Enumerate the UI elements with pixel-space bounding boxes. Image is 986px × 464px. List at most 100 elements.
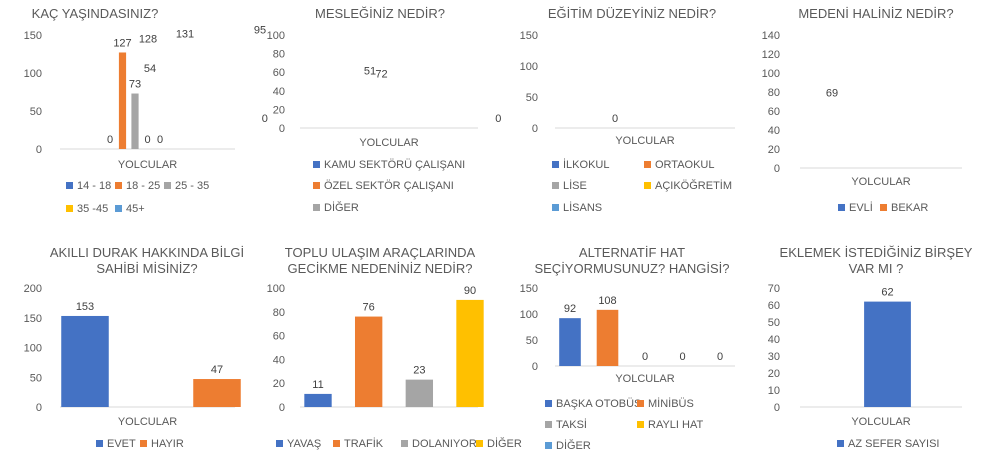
data-label: 0	[107, 134, 113, 146]
chart-4: MEDENİ HALİNİZ NEDİR? 0 20 40 60 80 100 120 140 6…	[176, 6, 962, 214]
bar	[354, 316, 383, 407]
chart-title: ALTERNATİF HAT SEÇİYORMUSUNUZ? HANGİSİ?	[534, 245, 729, 276]
legend-label: EVLİ	[849, 201, 873, 214]
chart-6: TOPLU ULAŞIM ARAÇLARINDA GECİKME NEDENİNİ…	[267, 245, 522, 450]
data-label: 0	[717, 351, 723, 363]
chart-title-line: MEDENİ HALİNİZ NEDİR?	[798, 6, 953, 21]
legend-swatch	[96, 440, 103, 447]
y-tick-label: 150	[24, 313, 42, 325]
x-category-label: YOLCULAR	[118, 159, 177, 171]
legend-label: 18 - 25	[126, 180, 160, 192]
legend-swatch	[276, 440, 283, 447]
data-label: 69	[826, 87, 838, 99]
chart-title: TOPLU ULAŞIM ARAÇLARINDA GECİKME NEDENİNİ…	[285, 245, 476, 276]
y-tick-label: 50	[30, 106, 42, 118]
y-tick-label: 100	[267, 283, 285, 295]
legend-label: DOLANIYOR	[412, 438, 477, 450]
chart-title: EKLEMEK İSTEDİĞİNİZ BİRŞEY VAR MI ?	[780, 245, 973, 276]
y-tick-label: 0	[532, 361, 538, 373]
chart-title-line: AKILLI DURAK HAKKINDA BİLGİ	[50, 245, 244, 260]
y-tick-label: 140	[762, 30, 780, 42]
y-tick-label: 40	[273, 86, 285, 98]
bar	[118, 52, 127, 150]
y-tick-label: 40	[768, 334, 780, 346]
legend-label: LİSE	[563, 179, 587, 192]
legend-label: BAŞKA OTOBÜS	[556, 398, 641, 410]
chart-title: AKILLI DURAK HAKKINDA BİLGİ SAHİBİ MİSİNİ…	[50, 245, 244, 276]
chart-3: EĞİTİM DÜZEYİNİZ NEDİR?05010015000720128…	[139, 6, 735, 214]
chart-title: KAÇ YAŞINDASINIZ?	[32, 6, 159, 21]
y-tick-label: 120	[762, 49, 780, 61]
y-tick-label: 80	[768, 87, 780, 99]
y-tick-label: 60	[768, 106, 780, 118]
data-label: 127	[113, 37, 131, 49]
y-tick-label: 0	[279, 123, 285, 135]
legend-swatch	[837, 440, 844, 447]
bar	[304, 393, 332, 407]
legend-label: TRAFİK	[344, 437, 384, 450]
y-tick-label: 0	[36, 402, 42, 414]
y-tick-label: 100	[267, 30, 285, 42]
legend-label: AÇIKÖĞRETİM	[655, 179, 732, 192]
legend-label: EVET	[107, 438, 136, 450]
y-tick-label: 60	[273, 67, 285, 79]
bar	[193, 379, 241, 407]
bar	[559, 318, 581, 366]
chart-7: ALTERNATİF HAT SEÇİYORMUSUNUZ? HANGİSİ? 0 5…	[520, 245, 735, 452]
data-label: 62	[881, 287, 893, 299]
data-label: 76	[363, 302, 375, 314]
legend-swatch	[115, 205, 122, 212]
x-category-label: YOLCULAR	[615, 373, 674, 385]
y-tick-label: 60	[273, 331, 285, 343]
data-label: 92	[564, 303, 576, 315]
y-tick-label: 0	[532, 123, 538, 135]
legend-label: RAYLI HAT	[648, 419, 703, 431]
y-tick-label: 30	[768, 351, 780, 363]
data-label: 0	[642, 351, 648, 363]
chart-title-line: SEÇİYORMUSUNUZ? HANGİSİ?	[534, 261, 729, 276]
legend-label: İLKOKUL	[563, 158, 609, 171]
data-label: 51	[364, 66, 376, 78]
y-tick-label: 70	[768, 283, 780, 295]
y-tick-label: 0	[774, 402, 780, 414]
y-tick-label: 40	[273, 354, 285, 366]
chart-title-line: KAÇ YAŞINDASINIZ?	[32, 6, 159, 21]
data-label: 153	[76, 301, 94, 313]
data-label: 95	[254, 25, 266, 37]
y-tick-label: 100	[24, 343, 42, 355]
legend-swatch	[313, 161, 320, 168]
legend-swatch	[838, 204, 845, 211]
chart-title-line: ALTERNATİF HAT	[579, 245, 685, 260]
y-tick-label: 150	[520, 30, 538, 42]
legend-label: KAMU SEKTÖRÜ ÇALIŞANI	[324, 159, 465, 171]
data-label: 0	[495, 113, 501, 125]
data-label: 0	[157, 134, 163, 146]
x-category-label: YOLCULAR	[118, 416, 177, 428]
legend-swatch	[401, 440, 408, 447]
y-tick-label: 100	[520, 309, 538, 321]
chart-title-line: EKLEMEK İSTEDİĞİNİZ BİRŞEY	[780, 245, 973, 260]
legend-label: 35 -45	[77, 203, 108, 215]
x-category-label: YOLCULAR	[851, 416, 910, 428]
chart-title-line: GECİKME NEDENİNİZ NEDİR?	[288, 261, 473, 276]
legend-label: 14 - 18	[77, 180, 111, 192]
data-label: 0	[144, 134, 150, 146]
chart-2: MESLEĞİNİZ NEDİR? 0 20 40 60 80 100 51 95 54 YOLCU…	[144, 6, 478, 214]
legend-swatch	[545, 400, 552, 407]
y-tick-label: 20	[273, 378, 285, 390]
legend-label: 45+	[126, 203, 145, 215]
chart-title-line: VAR MI ?	[849, 261, 904, 276]
legend-label: MİNİBÜS	[648, 397, 694, 410]
legend-label: LİSANS	[563, 201, 602, 214]
chart-title: EĞİTİM DÜZEYİNİZ NEDİR?	[548, 6, 716, 21]
x-category-label: YOLCULAR	[359, 137, 418, 149]
legend-swatch	[66, 182, 73, 189]
y-tick-label: 150	[520, 283, 538, 295]
y-tick-label: 100	[762, 68, 780, 80]
bar	[61, 315, 109, 407]
legend-label: ÖZEL SEKTÖR ÇALIŞANI	[324, 180, 454, 192]
legend-swatch	[140, 440, 147, 447]
y-tick-label: 100	[24, 68, 42, 80]
legend-swatch	[552, 204, 559, 211]
